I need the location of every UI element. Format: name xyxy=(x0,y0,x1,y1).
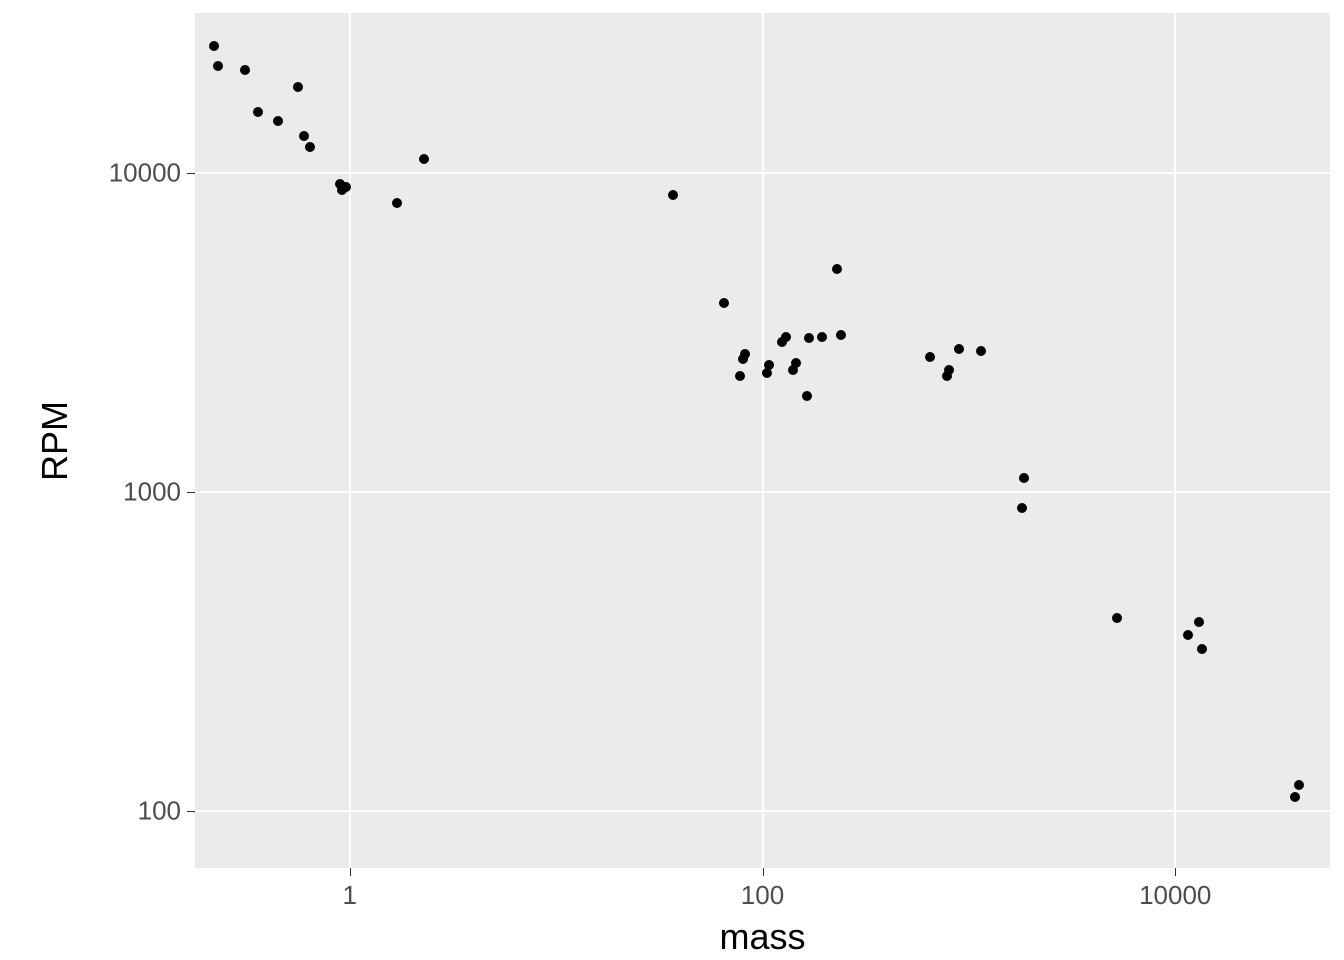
data-point xyxy=(976,346,986,356)
x-axis-title: mass xyxy=(719,916,805,958)
data-point xyxy=(209,41,219,51)
data-point xyxy=(1183,630,1193,640)
data-point xyxy=(836,330,846,340)
data-point xyxy=(804,333,814,343)
data-point xyxy=(719,298,729,308)
plot-panel xyxy=(195,13,1330,868)
x-tick xyxy=(1175,868,1176,876)
data-point xyxy=(299,131,309,141)
y-tick xyxy=(187,173,195,174)
y-axis-title: RPM xyxy=(34,401,76,481)
x-tick xyxy=(350,868,351,876)
data-point xyxy=(791,358,801,368)
data-point xyxy=(273,116,283,126)
data-point xyxy=(802,391,812,401)
x-gridline xyxy=(349,13,351,868)
y-gridline xyxy=(195,491,1330,493)
y-tick-label: 1000 xyxy=(123,476,181,507)
y-tick-label: 100 xyxy=(138,795,181,826)
y-gridline xyxy=(195,172,1330,174)
data-point xyxy=(1112,613,1122,623)
x-gridline xyxy=(762,13,764,868)
y-tick xyxy=(187,492,195,493)
data-point xyxy=(341,182,351,192)
y-tick-label: 10000 xyxy=(109,157,181,188)
x-tick-label: 1 xyxy=(343,880,357,911)
data-point xyxy=(293,82,303,92)
data-point xyxy=(1017,503,1027,513)
data-point xyxy=(668,190,678,200)
x-tick xyxy=(763,868,764,876)
data-point xyxy=(392,198,402,208)
data-point xyxy=(925,352,935,362)
data-point xyxy=(1290,792,1300,802)
x-tick-label: 100 xyxy=(741,880,784,911)
chart-container: mass RPM 1 100 10000 100 1000 10000 xyxy=(0,0,1344,960)
data-point xyxy=(740,349,750,359)
data-point xyxy=(419,154,429,164)
data-point xyxy=(764,360,774,370)
y-tick xyxy=(187,811,195,812)
data-point xyxy=(1019,473,1029,483)
data-point xyxy=(1197,644,1207,654)
data-point xyxy=(240,65,250,75)
data-point xyxy=(305,142,315,152)
x-tick-label: 10000 xyxy=(1139,880,1211,911)
data-point xyxy=(213,61,223,71)
data-point xyxy=(954,344,964,354)
data-point xyxy=(781,332,791,342)
data-point xyxy=(253,107,263,117)
data-point xyxy=(832,264,842,274)
x-gridline xyxy=(1174,13,1176,868)
data-point xyxy=(1194,617,1204,627)
data-point xyxy=(762,368,772,378)
y-gridline xyxy=(195,810,1330,812)
data-point xyxy=(817,332,827,342)
data-point xyxy=(735,371,745,381)
data-point xyxy=(944,365,954,375)
data-point xyxy=(1294,780,1304,790)
